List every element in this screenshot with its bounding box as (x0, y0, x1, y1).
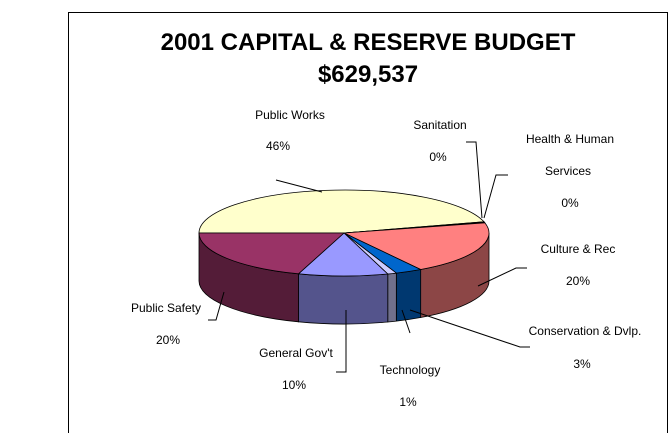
label-conservation-pct: 3% (573, 357, 591, 371)
label-sanitation-pct: 0% (429, 150, 447, 164)
leader-lines (208, 141, 530, 373)
leader-sanitation (466, 141, 483, 219)
label-conservation-name: Conservation & Dvlp. (529, 324, 642, 338)
leader-public-works (275, 179, 323, 193)
label-general-govt-name: General Gov't (259, 346, 333, 360)
pie-slice-general-gov-t (297, 232, 389, 277)
label-public-works-pct: 46% (266, 139, 290, 153)
label-public-safety-name: Public Safety (131, 301, 201, 315)
pie-side-general-gov-t (298, 273, 389, 325)
leader-conservation (409, 309, 530, 348)
label-health-pct: 0% (561, 196, 579, 210)
label-sanitation-name: Sanitation (413, 118, 466, 132)
label-general-govt-pct: 10% (282, 378, 306, 392)
label-public-works-name: Public Works (255, 108, 325, 122)
leader-technology (401, 309, 411, 334)
label-health-name-line2: Services (545, 164, 591, 178)
label-technology-name: Technology (380, 363, 441, 377)
leader-culture (477, 267, 527, 287)
pie-slice-public-safety (198, 232, 346, 275)
label-culture-name: Culture & Rec (541, 242, 616, 256)
leader-public-safety (208, 291, 225, 321)
pie-slice-culture-rec (342, 222, 490, 270)
pie-side-technology (387, 272, 397, 323)
chart-subtitle: $629,537 (317, 61, 419, 88)
chart-title: 2001 CAPITAL & RESERVE BUDGET (160, 29, 576, 56)
pie-side-conservation-dvlp (395, 269, 422, 322)
pie-sides (198, 232, 490, 325)
pie-tops (198, 189, 490, 277)
label-health-name-line1: Health & Human (526, 132, 614, 146)
label-culture-pct: 20% (566, 274, 590, 288)
leader-general-govt (336, 310, 347, 373)
label-technology-pct: 1% (399, 395, 417, 409)
label-public-safety-pct: 20% (156, 333, 180, 347)
leader-health (483, 174, 508, 219)
pie-slice-public-works (198, 189, 485, 234)
